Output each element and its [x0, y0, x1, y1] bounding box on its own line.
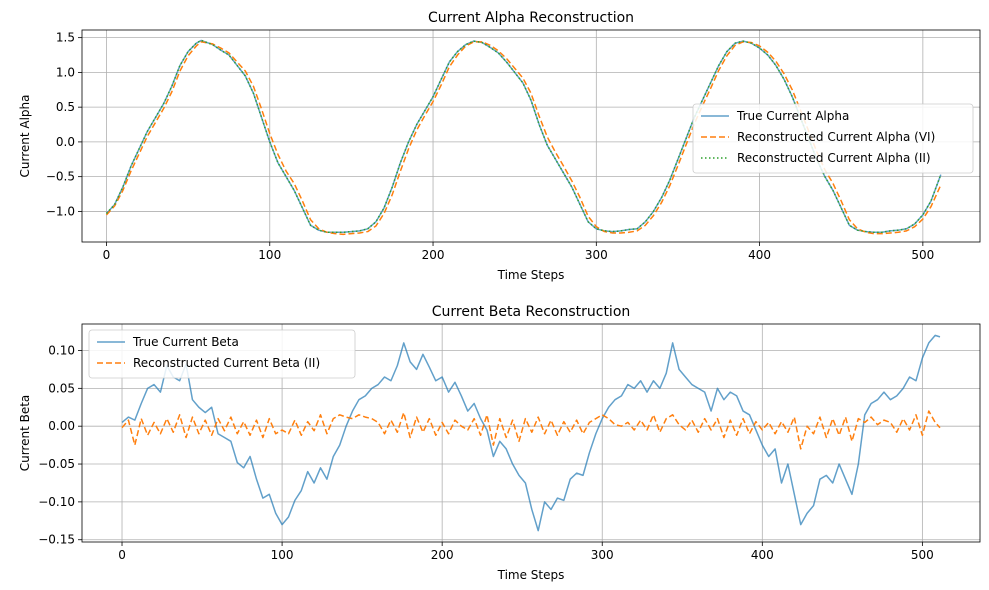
x-tick-label: 400 [748, 248, 771, 262]
axes-frame [81, 323, 981, 543]
y-tick-label: −1.0 [46, 204, 75, 218]
y-tick-label: −0.5 [46, 170, 75, 184]
x-axis-label: Time Steps [497, 568, 565, 582]
y-tick-label: 0.5 [56, 100, 75, 114]
x-axis-label: Time Steps [497, 268, 565, 282]
y-tick-label: 0.0 [56, 135, 75, 149]
series-line [121, 334, 941, 532]
x-tick-label: 300 [591, 548, 614, 562]
x-tick-label: 400 [751, 548, 774, 562]
y-tick-label: −0.15 [38, 533, 75, 547]
legend-label: Reconstructed Current Beta (II) [133, 356, 320, 370]
x-tick-label: 0 [118, 548, 126, 562]
legend-label: True Current Beta [132, 335, 239, 349]
x-tick-label: 100 [271, 548, 294, 562]
chart-title: Current Beta Reconstruction [432, 304, 631, 320]
y-tick-label: 1.0 [56, 65, 75, 79]
x-tick-label: 500 [911, 248, 934, 262]
legend-label: True Current Alpha [736, 109, 849, 123]
legend: True Current Beta Reconstructed Current B… [88, 329, 356, 379]
beta-chart: 0 100 200 300 400 500 −0.15 −0.10 −0.05 0.00 0.05 0… [18, 304, 981, 582]
legend-label: Reconstructed Current Alpha (VI) [737, 130, 935, 144]
y-tick-label: −0.10 [38, 495, 75, 509]
axes-frame [81, 29, 981, 243]
y-axis-label: Current Alpha [18, 94, 32, 177]
y-tick-label: 0.10 [48, 343, 75, 357]
x-tick-label: 100 [258, 248, 281, 262]
x-tick-label: 200 [422, 248, 445, 262]
legend: True Current Alpha Reconstructed Current … [692, 103, 974, 174]
x-tick-label: 300 [585, 248, 608, 262]
y-axis-label: Current Beta [18, 395, 32, 472]
legend-box [88, 329, 356, 379]
chart-title: Current Alpha Reconstruction [428, 10, 634, 26]
x-tick-label: 200 [431, 548, 454, 562]
alpha-chart: 0 100 200 300 400 500 −1.0 −0.5 0.0 0.5 1.0 1.5 Curr… [18, 10, 981, 282]
y-tick-label: −0.05 [38, 457, 75, 471]
legend-box [692, 103, 974, 174]
y-tick-label: 1.5 [56, 31, 75, 45]
y-tick-label: 0.05 [48, 381, 75, 395]
x-tick-label: 500 [911, 548, 934, 562]
legend-label: Reconstructed Current Alpha (II) [737, 151, 931, 165]
series-line [121, 410, 941, 450]
x-tick-label: 0 [103, 248, 111, 262]
y-tick-label: 0.00 [48, 419, 75, 433]
